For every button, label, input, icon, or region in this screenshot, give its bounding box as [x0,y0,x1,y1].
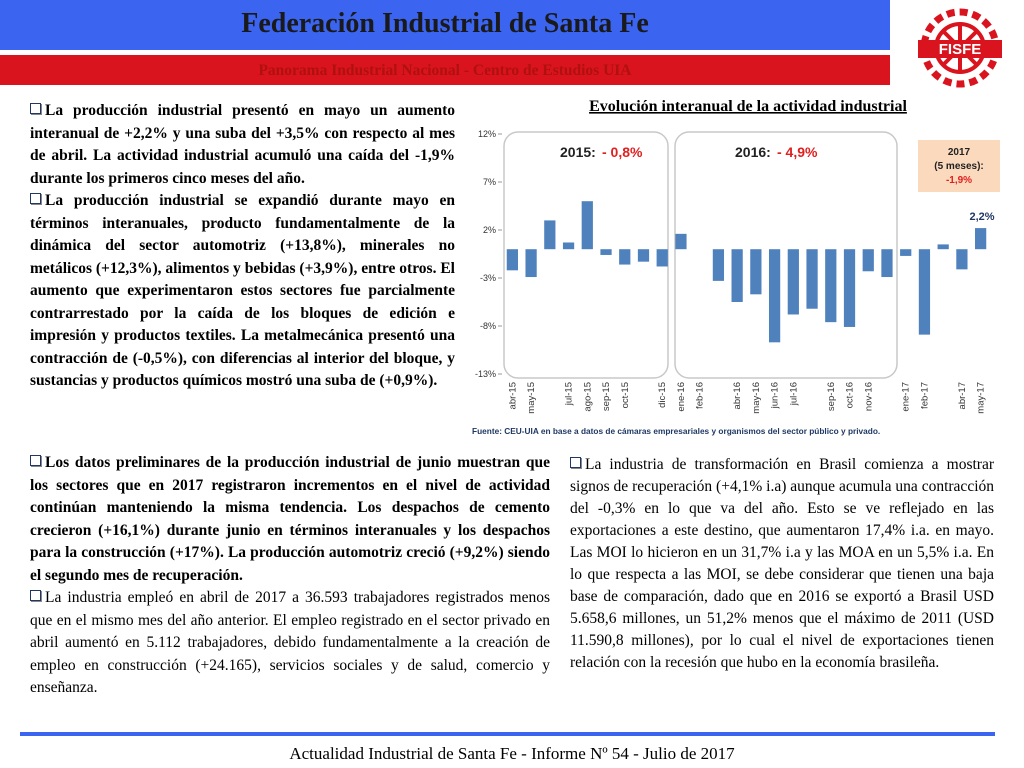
bar [862,249,874,272]
paragraph: Los datos preliminares de la producción … [30,452,550,587]
annotation-2015-value: - 0,8% [602,144,643,160]
bullet [570,457,581,468]
header-band [0,0,890,50]
bottom-right-text: La industria de transformación en Brasil… [570,454,994,674]
annotation-2017: 2017 [948,147,971,158]
x-tick-label: feb-17 [919,382,930,409]
paragraph: La industria empleó en abril de 2017 a 3… [30,587,550,700]
paragraph: La industria de transformación en Brasil… [570,454,994,674]
x-tick-label: may-15 [526,382,537,414]
bar [562,242,575,250]
x-tick-label: dic-15 [657,382,668,408]
x-tick-label: jul-16 [788,382,799,406]
annotation-2016-value: - 4,9% [777,144,818,160]
y-tick-label: 12% [478,129,496,139]
bar [525,249,537,278]
bar [825,249,837,323]
bar [975,228,987,250]
bullet [30,590,41,601]
footer-line [20,732,995,736]
x-tick-label: jun-16 [770,382,781,409]
panel-2016 [674,131,898,379]
x-tick-label: jul-15 [564,382,575,406]
bar [787,249,799,315]
bar [600,249,612,255]
subheader-band [0,55,890,85]
bar [956,249,968,270]
annotation-2017: (5 meses): [934,161,983,172]
bar [637,249,650,262]
bar [544,220,556,250]
paragraph: La producción industrial presentó en may… [30,100,455,190]
paragraph-text: La industria empleó en abril de 2017 a 3… [30,589,550,696]
bullet [30,193,41,204]
y-tick-label: 2% [483,225,496,235]
chart-title: Evolución interanual de la actividad ind… [589,98,907,115]
annotation-2015-label: 2015: [560,144,596,160]
paragraph-text: Los datos preliminares de la producción … [30,454,550,584]
x-tick-label: ene-16 [676,382,687,412]
logo: FISFE [918,8,1002,88]
title: Federación Industrial de Santa Fe [241,8,649,39]
bar [937,244,949,250]
y-tick-label: -13% [475,369,496,379]
paragraph-text: La industria de transformación en Brasil… [570,456,994,671]
x-tick-label: abr-17 [957,382,968,409]
x-tick-label: oct-15 [620,382,631,408]
x-tick-label: nov-16 [863,382,874,411]
bar [581,201,593,250]
bottom-left-text: Los datos preliminares de la producción … [30,452,550,700]
y-tick-label: -3% [480,273,496,283]
bar [731,249,743,302]
logo-plate [918,40,1002,58]
bar [506,249,518,271]
bar [656,249,668,267]
x-tick-label: abr-16 [732,382,743,409]
x-tick-label: may-17 [976,382,987,414]
bar [900,249,912,256]
bullet [30,103,41,114]
x-tick-label: may-16 [751,382,762,414]
bar [806,249,818,309]
footer: Actualidad Industrial de Santa Fe - Info… [289,744,735,763]
panel-2017 [918,140,1000,192]
bar [750,249,762,295]
bar [843,249,856,327]
paragraph: La producción industrial se expandió dur… [30,190,455,393]
subtitle: Panorama Industrial Nacional - Centro de… [258,62,632,79]
annotation-2016-label: 2016: [735,144,771,160]
x-tick-label: sep-15 [601,382,612,411]
bar [768,249,781,343]
x-tick-label: ene-17 [901,382,912,412]
paragraph-text: La producción industrial presentó en may… [30,102,455,187]
bullet [30,455,41,466]
y-tick-label: -8% [480,321,496,331]
logo-text: FISFE [939,41,982,58]
annotation-2017: -1,9% [946,175,972,186]
panel-2015 [503,131,669,379]
paragraph-text: La producción industrial se expandió dur… [30,192,455,389]
top-left-text: La producción industrial presentó en may… [30,100,455,393]
bar [675,233,687,250]
x-tick-label: sep-16 [826,382,837,411]
annotation-last: 2,2% [969,211,994,223]
bar [881,249,893,278]
x-tick-label: oct-16 [845,382,856,408]
bar [712,249,725,281]
x-tick-label: feb-16 [695,382,706,409]
y-tick-label: 7% [483,177,496,187]
bar [619,249,631,265]
x-tick-label: abr-15 [507,382,518,409]
x-tick-label: ago-15 [582,382,593,412]
chart-source: Fuente: CEU-UIA en base a datos de cámar… [472,426,880,436]
bar [918,249,931,335]
